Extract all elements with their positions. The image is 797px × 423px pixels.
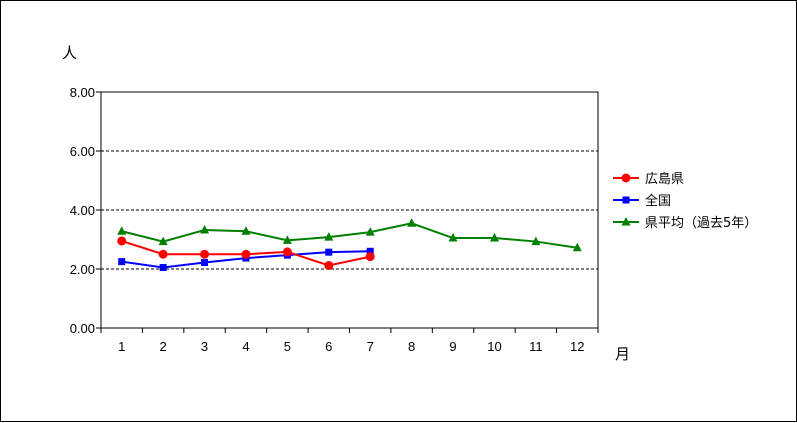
x-axis-label: 月 (615, 345, 630, 363)
legend-item: 全国 (613, 193, 671, 209)
data-point (117, 226, 127, 235)
axes: 0.002.004.006.008.001 2 3 4 5 6 7 8 9 10 11 12 (70, 85, 599, 354)
data-point (489, 233, 499, 242)
x-tick-label: 11 (529, 339, 543, 354)
data-point (448, 233, 458, 242)
legend-item: 県平均（過去5年） (613, 216, 757, 231)
x-tick-label: 4 (242, 339, 249, 354)
gridlines (101, 150, 598, 270)
data-point (622, 196, 630, 204)
x-tick-label: 1 (118, 339, 125, 354)
data-point (158, 236, 168, 246)
y-tick-label: 6.00 (70, 144, 95, 159)
x-tick-label: 9 (449, 339, 456, 354)
data-point (325, 248, 333, 256)
data-point (200, 249, 210, 259)
x-tick-label: 10 (487, 339, 501, 354)
data-point (201, 259, 209, 267)
series-3 (117, 218, 582, 252)
x-tick-label: 6 (325, 339, 332, 354)
data-point (365, 227, 375, 236)
data-point (324, 232, 334, 241)
data-point (407, 218, 417, 227)
data-point (572, 242, 582, 252)
data-point (241, 249, 251, 259)
data-point (158, 249, 168, 259)
data-point (621, 173, 631, 183)
data-point (282, 247, 292, 257)
x-tick-label: 7 (367, 339, 374, 354)
legend-item: 広島県 (613, 172, 684, 187)
y-tick-label: 8.00 (70, 85, 95, 100)
series-1 (117, 236, 375, 270)
data-point (159, 264, 167, 272)
x-tick-label: 5 (284, 339, 291, 354)
x-tick-label: 12 (570, 339, 584, 354)
legend-label: 広島県 (645, 172, 684, 187)
x-tick-label: 3 (201, 339, 208, 354)
data-point (366, 247, 374, 255)
legend-label: 県平均（過去5年） (645, 216, 757, 231)
legend-label: 全国 (645, 193, 671, 209)
data-point (282, 235, 292, 244)
series-lines (117, 218, 582, 272)
data-point (531, 236, 541, 246)
data-point (324, 260, 334, 270)
data-point (241, 226, 251, 235)
data-point (117, 236, 127, 246)
data-point (118, 258, 126, 266)
y-axis-label: 人 (62, 44, 77, 62)
data-point (365, 252, 375, 262)
y-tick-label: 4.00 (70, 203, 95, 218)
data-point (621, 217, 631, 226)
y-tick-label: 2.00 (70, 262, 95, 277)
series-line (121, 222, 578, 249)
y-tick-label: 0.00 (70, 321, 95, 336)
x-tick-label: 8 (408, 339, 415, 354)
data-point (200, 225, 210, 234)
x-tick-label: 2 (160, 339, 167, 354)
